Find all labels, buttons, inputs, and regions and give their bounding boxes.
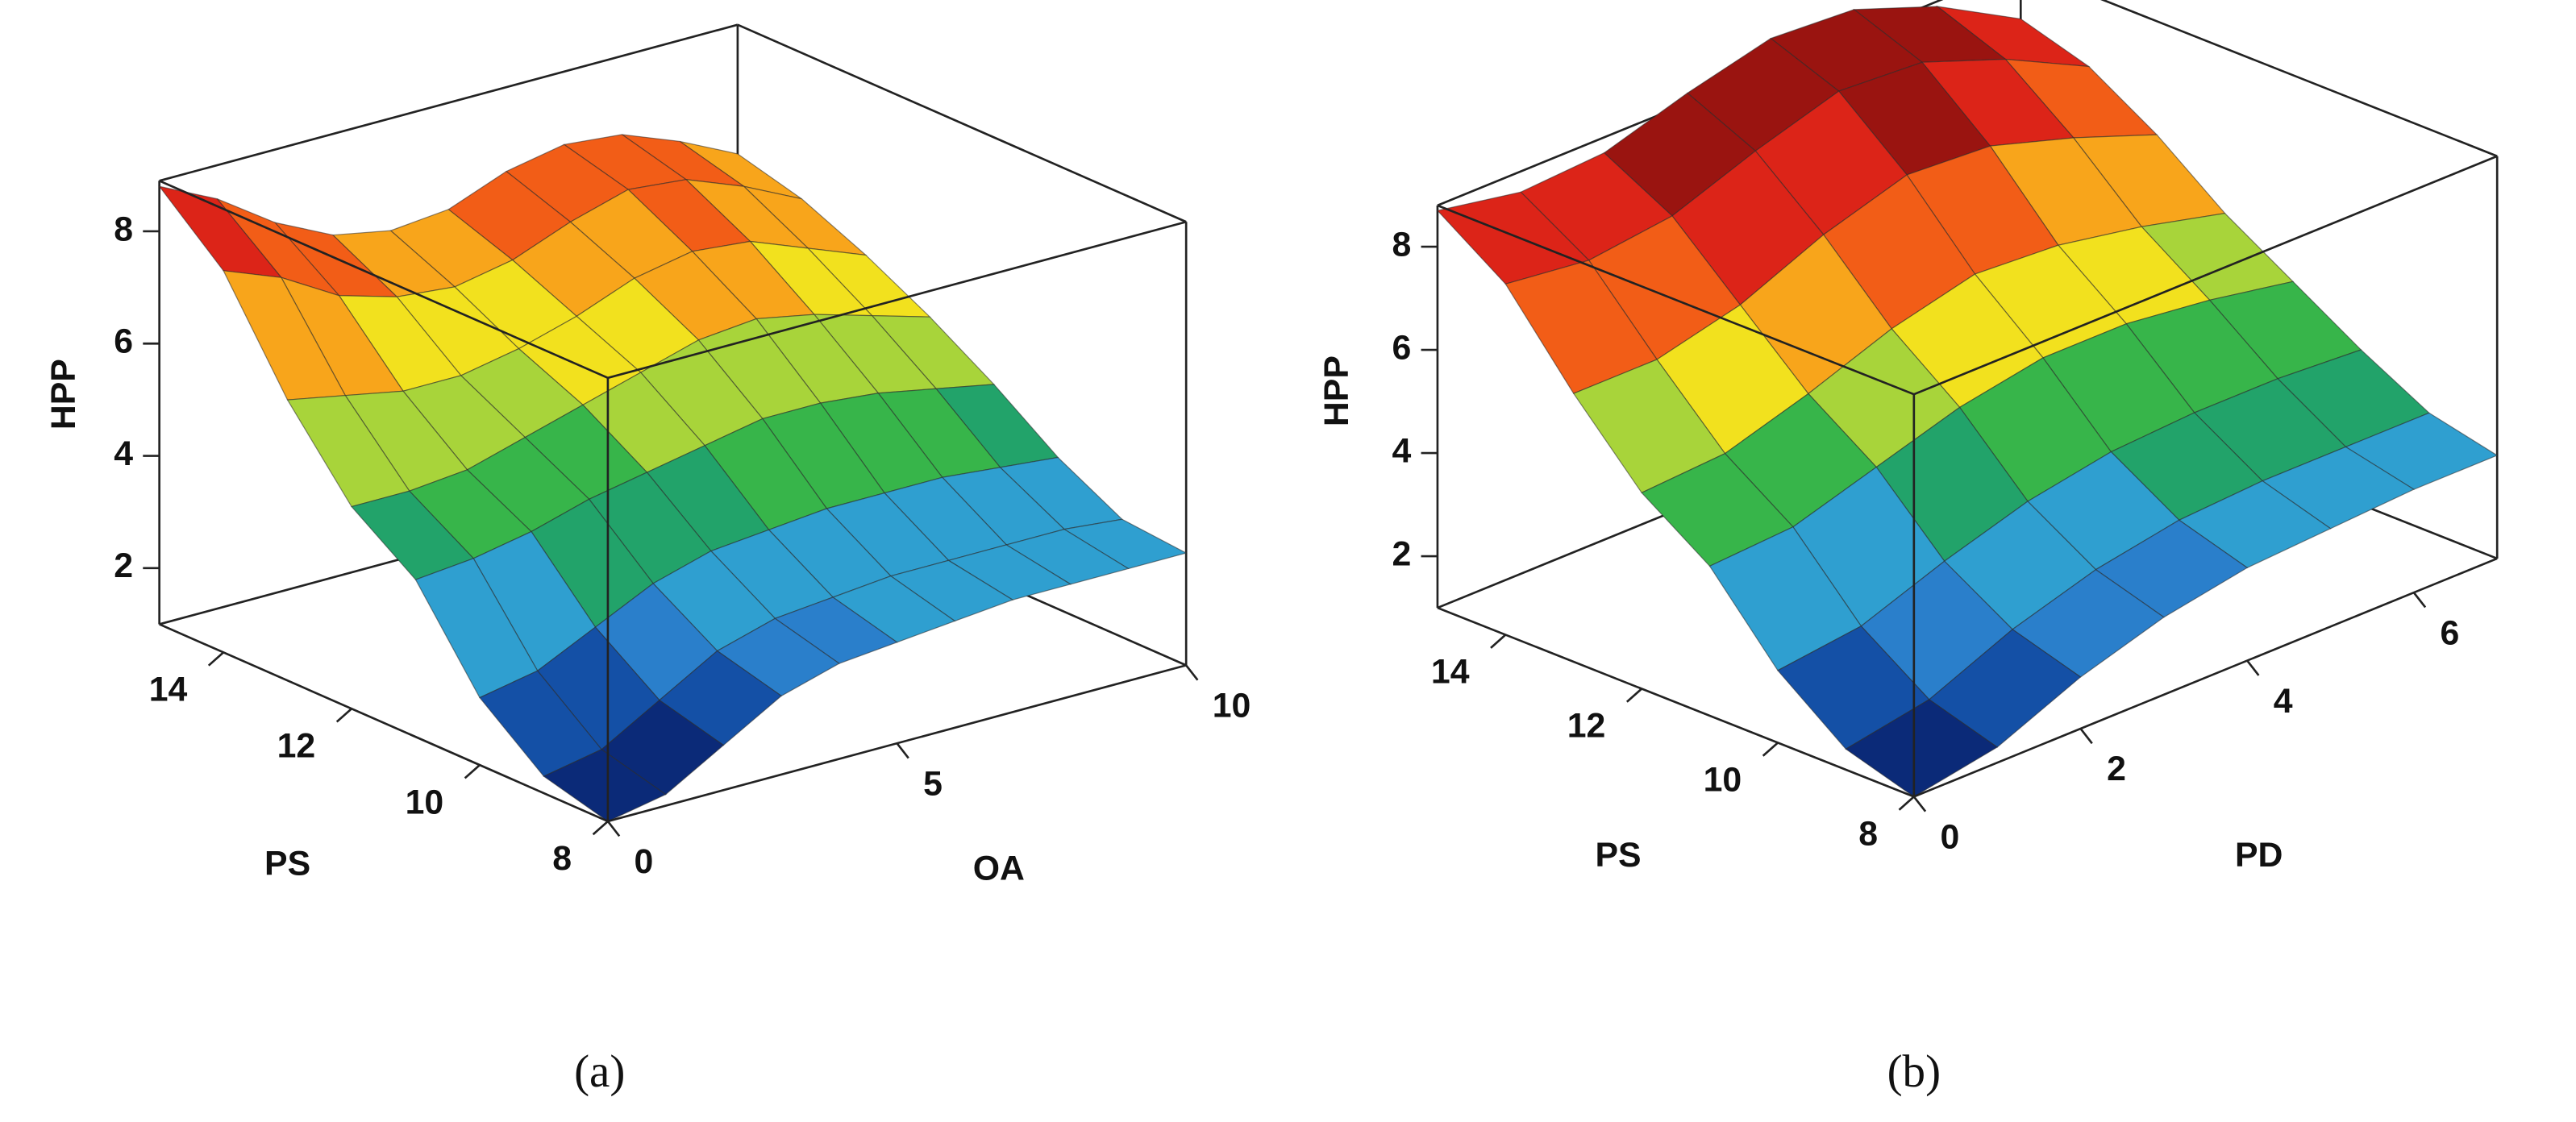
x-tick-label: 8 — [552, 839, 572, 878]
y-tick — [2079, 728, 2093, 745]
x-tick-label: 8 — [1858, 815, 1878, 854]
box-edge — [159, 23, 739, 182]
box-edge — [1437, 606, 1915, 798]
x-tick-label: 10 — [406, 783, 444, 821]
box-edge — [737, 23, 1187, 223]
box-edge — [1437, 204, 1915, 396]
box-edge — [1913, 155, 2498, 396]
x-tick — [464, 764, 481, 779]
surface-panel: 2 4 6 8 8 10 12 14 0 5 10 HPP PS OA (a) — [44, 23, 1251, 1097]
x-axis-label: PS — [1596, 836, 1642, 875]
surface-cell — [543, 749, 667, 822]
z-tick-label: 6 — [114, 322, 133, 361]
panel-caption: (a) — [574, 1046, 625, 1097]
z-tick-label: 2 — [1392, 534, 1412, 573]
x-tick — [592, 820, 609, 836]
y-tick-label: 6 — [2440, 613, 2459, 652]
y-tick-label: 2 — [2107, 750, 2126, 788]
x-tick-label: 12 — [1567, 707, 1606, 746]
x-tick-label: 14 — [149, 671, 188, 709]
panel-caption: (b) — [1887, 1046, 1941, 1097]
box-edge — [607, 220, 1187, 380]
surface-cell — [1845, 699, 1999, 798]
z-tick-label: 6 — [1392, 328, 1412, 367]
y-tick — [2246, 659, 2260, 676]
y-tick-label: 5 — [923, 764, 943, 803]
z-axis-label: HPP — [44, 359, 83, 430]
y-tick-label: 0 — [1940, 818, 1959, 857]
z-tick-label: 4 — [1392, 431, 1412, 470]
z-tick-label: 8 — [114, 210, 133, 248]
box-edge — [1913, 557, 2498, 798]
y-tick — [896, 742, 909, 759]
y-axis-label: OA — [973, 849, 1025, 887]
y-tick-label: 4 — [2274, 682, 2293, 721]
y-tick — [2412, 592, 2427, 609]
x-tick — [1625, 688, 1643, 703]
x-tick — [1490, 634, 1507, 649]
y-axis-label: PD — [2235, 836, 2283, 875]
x-tick-label: 12 — [277, 726, 316, 765]
y-tick-label: 0 — [635, 842, 654, 881]
x-tick — [1898, 796, 1915, 811]
y-tick — [1912, 796, 1927, 812]
box-edge — [159, 180, 609, 380]
y-tick — [1185, 664, 1199, 681]
x-tick-label: 10 — [1704, 761, 1742, 800]
box-edge — [159, 623, 609, 823]
x-tick-label: 14 — [1431, 653, 1470, 692]
x-axis-label: PS — [264, 844, 310, 883]
box-edge — [2100, 0, 2498, 157]
z-tick-label: 4 — [114, 434, 133, 473]
x-tick — [1762, 742, 1779, 757]
y-tick-label: 10 — [1213, 687, 1251, 725]
z-tick-label: 8 — [1392, 225, 1412, 264]
surface-panel: 2 4 6 8 8 10 12 14 0 2 4 6 HPP PS PD (b) — [1317, 0, 2499, 1097]
x-tick — [335, 708, 352, 723]
x-tick — [207, 651, 224, 667]
z-tick-label: 2 — [114, 546, 133, 585]
y-tick — [606, 821, 621, 837]
z-axis-label: HPP — [1317, 355, 1356, 426]
